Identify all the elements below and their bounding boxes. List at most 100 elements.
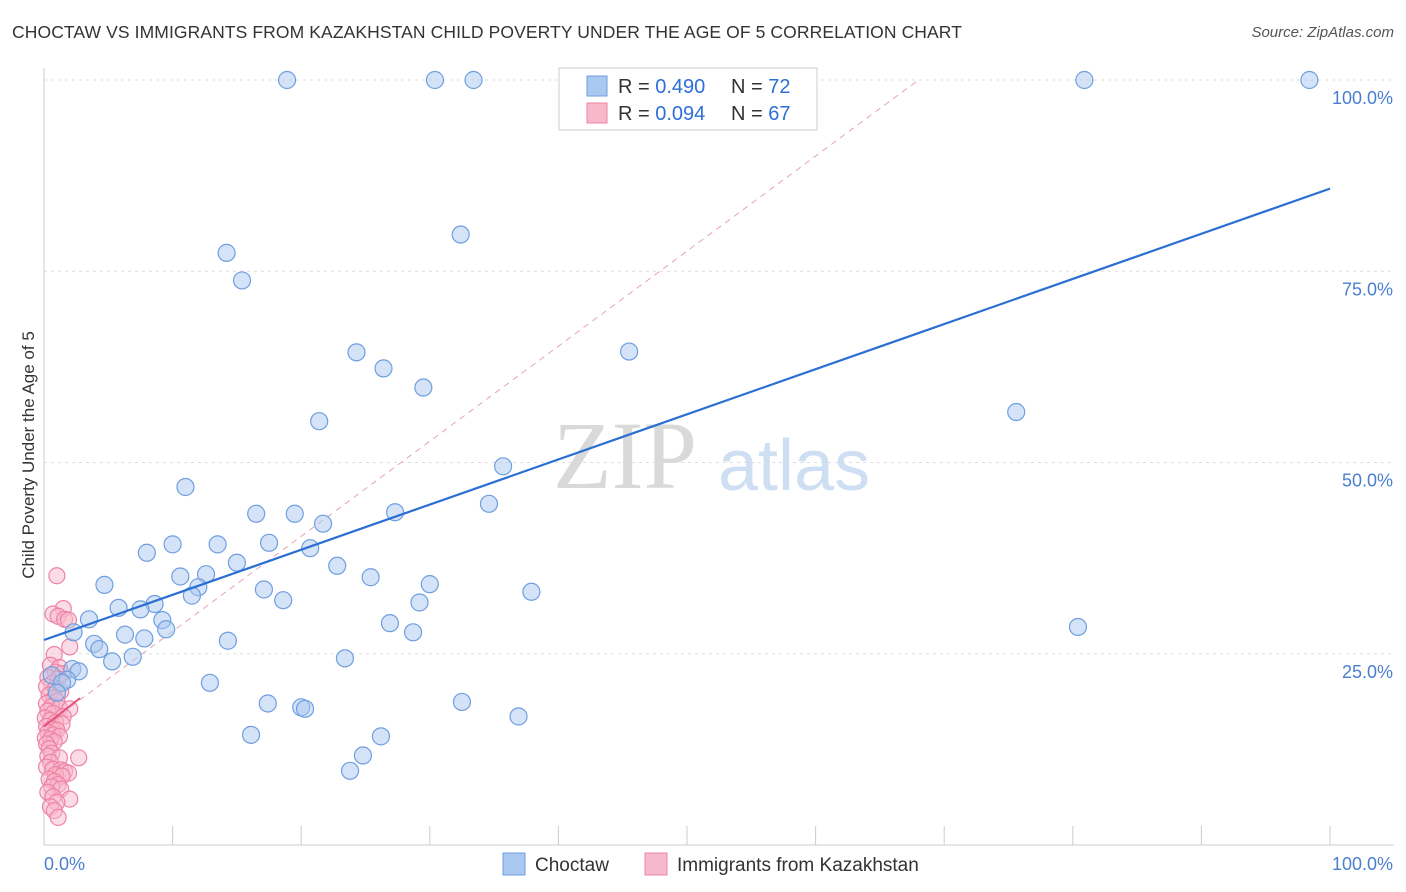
- choctaw-point-50: [218, 631, 237, 650]
- choctaw-point-70: [353, 746, 373, 765]
- choctaw-point-21: [163, 535, 182, 554]
- choctaw-point-8: [620, 342, 639, 361]
- bottom-legend-swatch-kazakhstan: [644, 852, 668, 876]
- choctaw-point-37: [274, 591, 293, 610]
- choctaw-point-5: [451, 225, 470, 244]
- legend-r-label-2: R =: [618, 103, 655, 125]
- choctaw-points: [42, 70, 1319, 780]
- choctaw-point-67: [452, 692, 472, 712]
- choctaw-point-7: [232, 271, 252, 290]
- choctaw-point-19: [479, 494, 499, 513]
- legend-swatch-kazakhstan: [586, 102, 608, 124]
- kazakhstan-point-0: [48, 567, 66, 585]
- svg-text:R = 0.490: R = 0.490: [618, 76, 705, 98]
- choctaw-point-34: [254, 580, 274, 599]
- choctaw-point-16: [247, 504, 266, 523]
- choctaw-point-22: [208, 535, 227, 554]
- y-tick-label-1: 50.0%: [1342, 471, 1393, 491]
- choctaw-point-71: [340, 761, 360, 780]
- choctaw-point-51: [1068, 617, 1088, 637]
- chart-title: CHOCTAW VS IMMIGRANTS FROM KAZAKHSTAN CH…: [12, 22, 963, 42]
- legend-r-value-2: 0.094: [655, 103, 705, 125]
- choctaw-point-63: [47, 683, 66, 702]
- choctaw-point-54: [123, 647, 142, 666]
- legend-n-label-1: N =: [731, 76, 768, 98]
- choctaw-point-3: [1075, 70, 1094, 90]
- choctaw-point-68: [509, 707, 528, 726]
- kazakhstan-trend-line: [43, 697, 81, 728]
- bottom-legend-label-kazakhstan: Immigrants from Kazakhstan: [677, 855, 919, 876]
- choctaw-point-32: [95, 575, 114, 595]
- kazakhstan-point-46: [70, 749, 88, 767]
- choctaw-point-23: [259, 533, 279, 552]
- choctaw-point-1: [425, 70, 445, 90]
- choctaw-point-30: [361, 568, 380, 587]
- choctaw-point-12: [310, 412, 329, 431]
- choctaw-point-48: [403, 623, 423, 642]
- trend-lines: [43, 187, 1331, 728]
- choctaw-point-11: [414, 378, 433, 397]
- choctaw-point-44: [380, 614, 400, 633]
- choctaw-point-53: [90, 640, 109, 659]
- choctaw-point-47: [115, 625, 135, 644]
- choctaw-point-31: [420, 575, 439, 594]
- diagonal-reference: [43, 79, 919, 727]
- choctaw-point-69: [241, 725, 261, 744]
- y-tick-label-3: 100.0%: [1332, 88, 1393, 108]
- svg-text:N = 72: N = 72: [731, 76, 791, 98]
- legend-n-value-1: 72: [768, 76, 790, 98]
- y-tick-label-2: 75.0%: [1342, 279, 1393, 299]
- watermark: ZIP atlas: [553, 402, 870, 509]
- choctaw-point-45: [157, 620, 176, 639]
- choctaw-point-2: [464, 70, 483, 90]
- legend-swatch-choctaw: [586, 75, 608, 97]
- choctaw-point-26: [227, 553, 246, 572]
- choctaw-point-10: [374, 359, 393, 378]
- choctaw-point-15: [176, 477, 195, 497]
- choctaw-point-20: [313, 514, 333, 533]
- choctaw-point-35: [522, 582, 541, 601]
- y-axis-title: Child Poverty Under the Age of 5: [19, 331, 38, 579]
- x-tick-label-min: 0.0%: [44, 854, 85, 874]
- choctaw-point-25: [137, 543, 156, 562]
- choctaw-point-13: [1007, 402, 1026, 422]
- tick-labels: 25.0% 50.0% 75.0% 100.0% 0.0% 100.0%: [44, 88, 1393, 874]
- legend-n-value-2: 67: [768, 103, 790, 125]
- choctaw-point-55: [103, 652, 122, 671]
- choctaw-point-64: [258, 694, 277, 713]
- choctaw-point-17: [285, 504, 304, 523]
- choctaw-point-14: [494, 457, 513, 476]
- legend-r-label-1: R =: [618, 76, 655, 98]
- watermark-atlas: atlas: [718, 426, 870, 506]
- choctaw-point-18: [385, 503, 405, 522]
- choctaw-point-49: [135, 629, 154, 648]
- choctaw-point-4: [1300, 70, 1319, 90]
- diagonal-line: [43, 79, 919, 727]
- legend: R = 0.490 N = 72 R = 0.094 N = 67: [558, 67, 818, 131]
- kazakhstan-point-66: [49, 808, 67, 827]
- legend-n-label-2: N =: [731, 103, 768, 125]
- choctaw-point-9: [347, 343, 366, 362]
- choctaw-point-27: [328, 556, 347, 575]
- bottom-legend: Choctaw Immigrants from Kazakhstan: [502, 852, 919, 876]
- choctaw-point-28: [171, 567, 190, 586]
- svg-text:R = 0.094: R = 0.094: [618, 103, 705, 125]
- choctaw-trend-line: [43, 187, 1331, 642]
- choctaw-point-72: [371, 727, 391, 746]
- gridlines: [44, 79, 1394, 655]
- source-label: Source: ZipAtlas.com: [1251, 24, 1394, 41]
- legend-r-value-1: 0.490: [655, 76, 705, 98]
- choctaw-point-38: [410, 593, 429, 612]
- choctaw-point-62: [200, 673, 219, 692]
- choctaw-point-56: [335, 649, 355, 668]
- x-tick-label-max: 100.0%: [1332, 854, 1393, 874]
- choctaw-point-6: [217, 243, 236, 262]
- svg-text:N = 67: N = 67: [731, 103, 791, 125]
- bottom-legend-label-choctaw: Choctaw: [535, 855, 609, 876]
- choctaw-point-66: [295, 699, 315, 718]
- choctaw-point-0: [277, 70, 297, 90]
- y-tick-label-0: 25.0%: [1342, 662, 1393, 682]
- kazakhstan-point-6: [61, 638, 79, 656]
- bottom-legend-swatch-choctaw: [502, 852, 526, 876]
